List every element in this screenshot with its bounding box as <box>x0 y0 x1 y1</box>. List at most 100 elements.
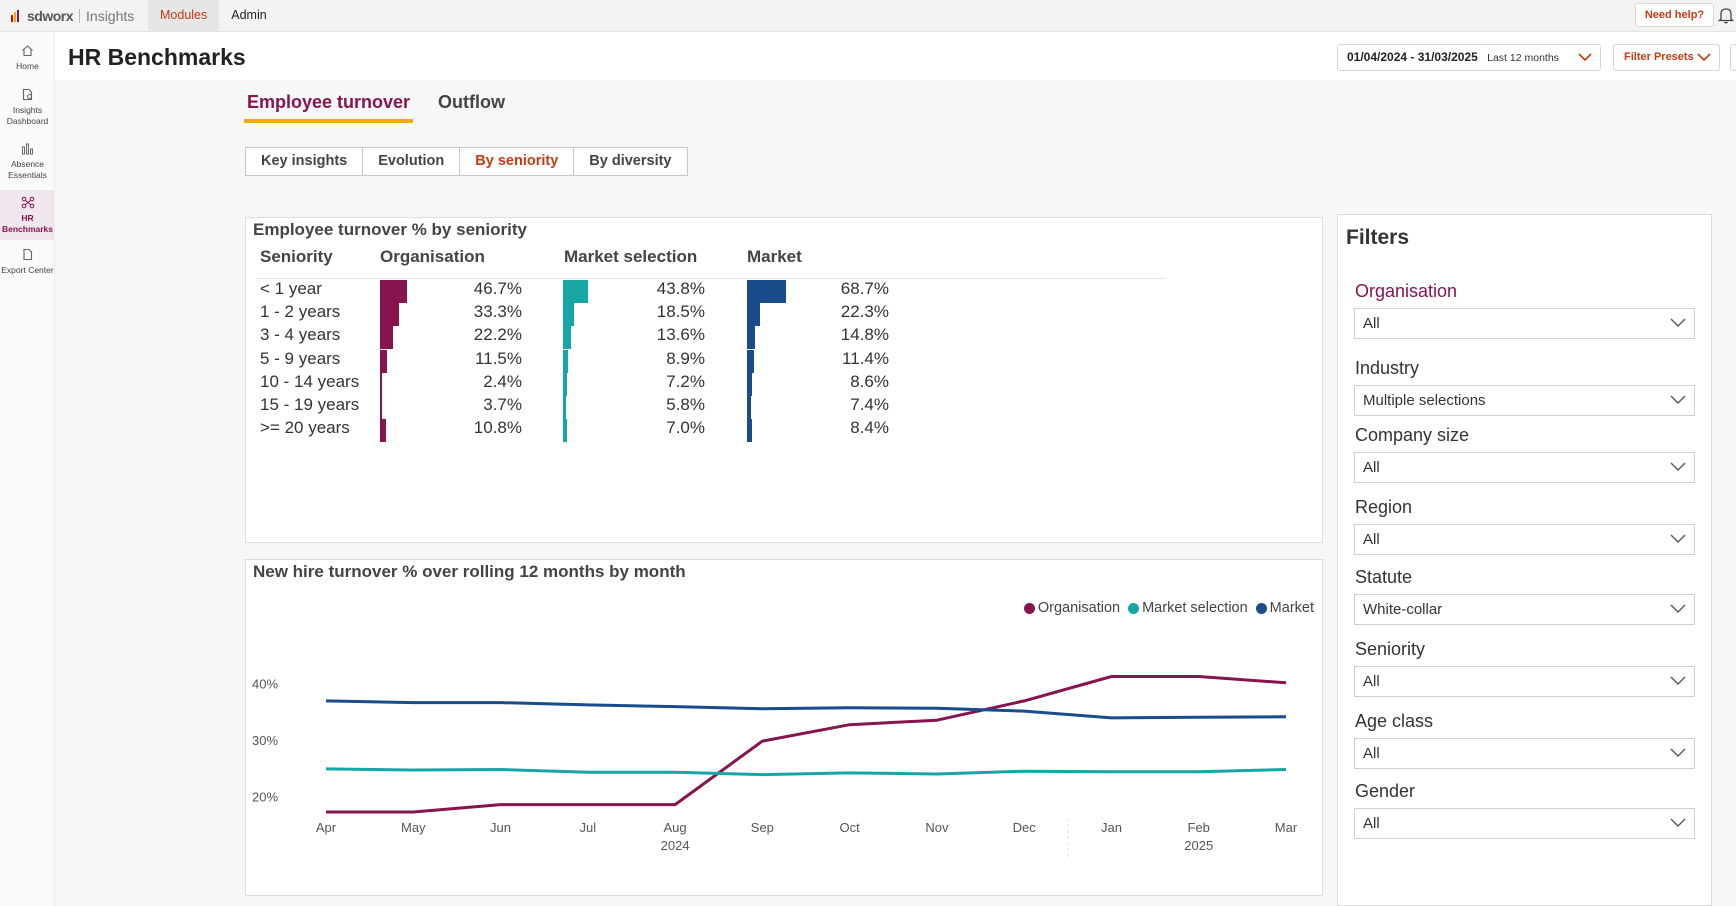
need-help-button[interactable]: Need help? <box>1635 3 1714 27</box>
filter-label: Region <box>1355 497 1413 517</box>
subtab-by-diversity[interactable]: By diversity <box>573 147 688 176</box>
date-range-value: 01/04/2024 - 31/03/2025 <box>1347 50 1478 64</box>
chevron-down-icon <box>1670 395 1686 404</box>
legend-dot <box>1023 602 1035 614</box>
market-selection-value: 13.6% <box>656 325 705 345</box>
filter-select-age-class[interactable]: All <box>1354 738 1695 769</box>
organisation-value: 10.8% <box>473 418 522 438</box>
y-tick-label: 30% <box>252 733 278 748</box>
market-selection-value: 18.5% <box>656 302 705 322</box>
subtab-key-insights[interactable]: Key insights <box>245 147 364 176</box>
x-tick-label: Mar <box>1275 820 1298 835</box>
sidebar-item-hr-benchmarks[interactable]: HR Benchmarks <box>0 190 55 240</box>
legend-label: Market <box>1269 600 1314 616</box>
product-name: Insights <box>86 8 135 24</box>
tab-outflow[interactable]: Outflow <box>438 92 506 112</box>
filter-value: All <box>1363 745 1380 762</box>
y-tick-label: 40% <box>252 676 278 691</box>
legend-item-organisation[interactable]: Organisation <box>1023 600 1121 616</box>
market-selection-bar <box>563 349 569 373</box>
filter-label: Age class <box>1355 711 1434 731</box>
series-line-organisation <box>326 675 1287 814</box>
chevron-down-icon <box>1670 318 1686 327</box>
market-selection-value: 43.8% <box>656 279 705 298</box>
sidebar-item-absence-essentials[interactable]: Absence Essentials <box>0 142 55 188</box>
x-year-label: 2025 <box>1184 838 1213 853</box>
organisation-bar <box>380 349 387 373</box>
seniority-row-label: 10 - 14 years <box>260 371 360 391</box>
top-bar: sdworx Insights Modules Admin Need help? <box>0 0 1736 32</box>
filter-label: Industry <box>1355 358 1420 378</box>
sdworx-logo[interactable]: sdworx Insights <box>10 7 134 25</box>
filters-title: Filters <box>1346 226 1410 249</box>
market-selection-bar <box>563 419 567 443</box>
document-icon <box>23 248 33 261</box>
legend-label: Organisation <box>1037 600 1121 616</box>
filter-select-company-size[interactable]: All <box>1354 452 1695 483</box>
date-range-picker[interactable]: 01/04/2024 - 31/03/2025 Last 12 months <box>1337 44 1601 71</box>
nav-modules[interactable]: Modules <box>148 0 220 31</box>
x-tick-label: Jun <box>490 820 511 835</box>
x-tick-label: Feb <box>1188 820 1210 835</box>
toolbar-overflow-button[interactable] <box>1730 44 1736 71</box>
sidebar-item-label: Absence Essentials <box>8 159 47 180</box>
filter-label: Statute <box>1355 567 1413 587</box>
chevron-down-icon <box>1670 748 1686 757</box>
legend-item-market-selection[interactable]: Market selection <box>1128 600 1248 616</box>
column-header-market: Market <box>747 247 802 266</box>
filter-label: Organisation <box>1355 281 1458 301</box>
market-bar <box>747 280 787 303</box>
chevron-down-icon <box>1670 534 1686 543</box>
filter-select-gender[interactable]: All <box>1354 808 1695 839</box>
market-value: 11.4% <box>842 348 889 368</box>
seniority-row-label: 3 - 4 years <box>260 325 341 345</box>
market-bar <box>747 303 760 327</box>
market-bar <box>747 372 752 396</box>
brand-name: sdworx <box>27 8 74 24</box>
sidebar-item-export-center[interactable]: Export Center <box>0 248 55 282</box>
market-selection-bar <box>563 280 589 303</box>
filter-label: Seniority <box>1355 639 1426 659</box>
subtab-by-seniority[interactable]: By seniority <box>459 147 575 176</box>
filter-select-seniority[interactable]: All <box>1354 666 1695 697</box>
seniority-table-card: Employee turnover % by seniority Seniori… <box>245 217 1323 543</box>
top-nav: Modules Admin <box>148 0 279 31</box>
seniority-row-label: 1 - 2 years <box>260 302 341 322</box>
sidebar-item-label: HR Benchmarks <box>1 213 54 234</box>
organisation-bar <box>380 303 400 327</box>
sidebar-item-home[interactable]: Home <box>0 44 55 78</box>
legend-label: Market selection <box>1142 600 1248 616</box>
seniority-row-label: 5 - 9 years <box>260 348 341 368</box>
home-icon <box>22 45 33 57</box>
nav-admin[interactable]: Admin <box>231 8 267 22</box>
organisation-value: 22.2% <box>473 325 522 345</box>
organisation-bar <box>380 419 387 443</box>
filter-select-industry[interactable]: Multiple selections <box>1354 385 1695 416</box>
page-title: HR Benchmarks <box>68 44 246 70</box>
market-selection-value: 8.9% <box>666 348 705 368</box>
market-selection-bar <box>563 326 571 350</box>
filter-select-statute[interactable]: White-collar <box>1354 594 1695 625</box>
organisation-bar <box>380 280 407 303</box>
x-tick-label: Oct <box>840 820 861 835</box>
organisation-bar <box>380 372 382 396</box>
main-tabs: Employee turnover Outflow <box>244 88 530 123</box>
market-value: 22.3% <box>840 302 889 322</box>
filter-select-region[interactable]: All <box>1354 524 1695 555</box>
filter-value: All <box>1363 315 1380 332</box>
bell-icon[interactable] <box>1717 6 1735 24</box>
seniority-row-label: >= 20 years <box>260 418 350 438</box>
filters-panel: Filters Organisation All Industry Multiple … <box>1337 214 1712 906</box>
sidebar-item-insights-dashboard[interactable]: Insights Dashboard <box>0 88 55 134</box>
filter-presets-button[interactable]: Filter Presets <box>1613 44 1720 71</box>
market-selection-bar <box>563 303 574 327</box>
subtab-evolution[interactable]: Evolution <box>362 147 461 176</box>
tab-employee-turnover[interactable]: Employee turnover <box>244 88 414 123</box>
market-selection-value: 7.0% <box>666 418 705 438</box>
organisation-value: 33.3% <box>473 302 522 322</box>
legend-dot <box>1128 602 1140 614</box>
column-header-organisation: Organisation <box>380 247 485 266</box>
legend-item-market[interactable]: Market <box>1255 600 1314 616</box>
x-tick-label: May <box>401 820 426 835</box>
filter-select-organisation[interactable]: All <box>1354 308 1695 339</box>
